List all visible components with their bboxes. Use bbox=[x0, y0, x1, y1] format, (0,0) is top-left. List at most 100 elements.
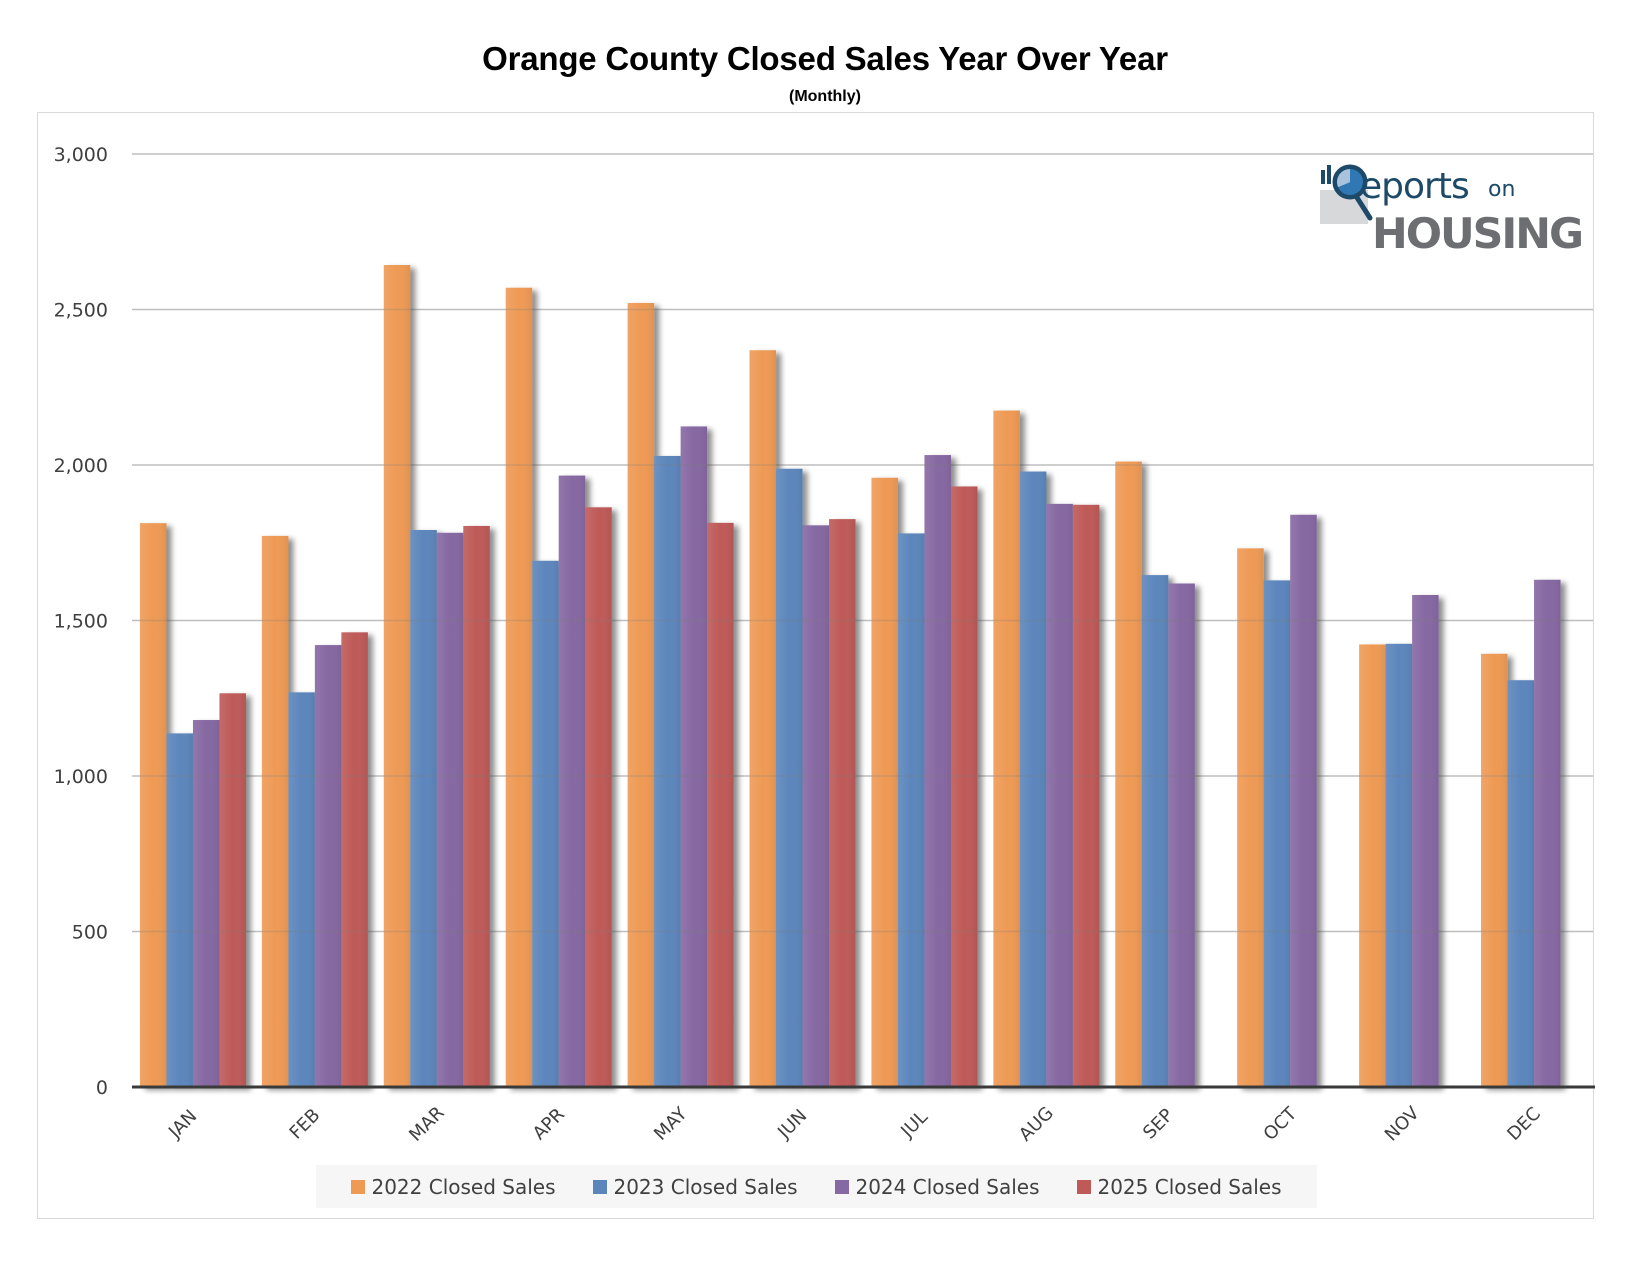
bar-sheen bbox=[993, 410, 1020, 1087]
legend-label: 2025 Closed Sales bbox=[1097, 1174, 1282, 1199]
legend: 2022 Closed Sales 2023 Closed Sales 2024 C… bbox=[316, 1165, 1317, 1208]
chart-frame bbox=[37, 112, 1594, 1219]
reports-on-housing-logo: eports on HOUSING bbox=[1320, 164, 1584, 258]
bar-sheen bbox=[950, 486, 978, 1088]
bar-sheen bbox=[680, 426, 708, 1087]
bar-group-jan bbox=[139, 523, 246, 1087]
bar-sheen bbox=[192, 720, 220, 1087]
bar-sheen bbox=[1019, 471, 1047, 1087]
bar-sheen bbox=[288, 692, 315, 1087]
bar-group-jun bbox=[749, 350, 856, 1088]
bar-group-oct bbox=[1237, 514, 1317, 1087]
bar-sheen bbox=[410, 529, 437, 1087]
bar-sheen bbox=[261, 535, 289, 1087]
bar-sheen bbox=[341, 632, 368, 1087]
bar-group-aug bbox=[993, 410, 1100, 1088]
legend-item: 2024 Closed Sales bbox=[817, 1175, 1059, 1199]
x-tick-label: JUN bbox=[773, 1105, 811, 1143]
bar-sheen bbox=[585, 507, 612, 1087]
x-tick-label: JAN bbox=[164, 1106, 201, 1143]
x-tick-label: JUL bbox=[896, 1107, 932, 1143]
x-tick-label: MAR bbox=[405, 1102, 448, 1145]
bar-group-mar bbox=[383, 265, 490, 1088]
y-axis-ticks: 0 500 1,000 1,500 2,000 2,500 3,000 bbox=[54, 144, 108, 1099]
bar-sheen bbox=[654, 455, 681, 1088]
bar-sheen bbox=[897, 533, 925, 1087]
bar-sheen bbox=[707, 522, 734, 1087]
legend-item: 2025 Closed Sales bbox=[1059, 1175, 1301, 1199]
x-tick-label: OCT bbox=[1260, 1103, 1302, 1145]
bar-sheen bbox=[1263, 580, 1291, 1087]
x-tick-label: APR bbox=[529, 1104, 569, 1144]
y-tick-label: 2,000 bbox=[54, 455, 108, 477]
bar-group-may bbox=[627, 302, 734, 1088]
bar-group-feb bbox=[261, 535, 368, 1087]
legend-swatch bbox=[1077, 1179, 1092, 1194]
bar-sheen bbox=[1507, 680, 1535, 1087]
bar-group-dec bbox=[1481, 579, 1561, 1087]
bar-sheen bbox=[1072, 504, 1100, 1088]
logo-text-on: on bbox=[1488, 177, 1515, 202]
x-tick-label: FEB bbox=[286, 1105, 325, 1144]
gridline-overlay bbox=[132, 153, 1593, 933]
bar-sheen bbox=[505, 287, 533, 1088]
legend-label: 2022 Closed Sales bbox=[371, 1174, 556, 1199]
x-tick-label: MAY bbox=[650, 1103, 692, 1145]
x-tick-label: SEP bbox=[1139, 1105, 1178, 1144]
bar-sheen bbox=[1168, 583, 1195, 1087]
bar-sheen bbox=[558, 475, 586, 1088]
bar-sheen bbox=[776, 468, 803, 1087]
bar-group-jul bbox=[871, 455, 978, 1088]
legend-swatch bbox=[835, 1179, 850, 1194]
legend-swatch bbox=[351, 1179, 366, 1194]
bar-sheen bbox=[383, 265, 411, 1088]
bar-sheen bbox=[924, 455, 951, 1088]
bar-sheen bbox=[1237, 548, 1264, 1087]
bar-sheen bbox=[463, 525, 490, 1087]
bar-sheen bbox=[627, 302, 655, 1087]
bar-sheen bbox=[871, 477, 898, 1088]
bar-sheen bbox=[532, 560, 559, 1087]
bar-sheen bbox=[139, 523, 167, 1087]
bar-sheen bbox=[749, 350, 777, 1088]
x-tick-label: NOV bbox=[1381, 1102, 1424, 1145]
bar-sheen bbox=[829, 519, 856, 1087]
bar-sheen bbox=[1290, 514, 1317, 1087]
bar-group-sep bbox=[1115, 461, 1195, 1088]
bar-sheen bbox=[1115, 461, 1142, 1088]
bar-sheen bbox=[802, 525, 830, 1087]
bar-sheen bbox=[166, 733, 193, 1087]
x-tick-label: AUG bbox=[1015, 1103, 1058, 1146]
y-tick-label: 3,000 bbox=[54, 144, 108, 166]
legend-label: 2024 Closed Sales bbox=[855, 1174, 1040, 1199]
bar-sheen bbox=[1385, 643, 1413, 1087]
bar-sheen bbox=[1141, 575, 1169, 1087]
legend-item: 2022 Closed Sales bbox=[333, 1175, 575, 1199]
bar-sheen bbox=[1481, 653, 1508, 1087]
bar-sheen bbox=[314, 645, 342, 1087]
y-tick-label: 0 bbox=[96, 1077, 108, 1099]
chart-subtitle: (Monthly) bbox=[789, 88, 861, 105]
bar-sheen bbox=[1046, 503, 1073, 1087]
bar-sheen bbox=[219, 693, 246, 1087]
gridlines bbox=[132, 153, 1593, 933]
chart-title: Orange County Closed Sales Year Over Yea… bbox=[482, 40, 1168, 77]
legend-swatch bbox=[593, 1179, 608, 1194]
x-tick-label: DEC bbox=[1503, 1103, 1545, 1145]
y-tick-label: 1,000 bbox=[54, 766, 108, 788]
logo-magnifier-icon bbox=[1320, 164, 1373, 224]
bar-sheen bbox=[1412, 594, 1439, 1087]
bar-group-apr bbox=[505, 287, 612, 1088]
legend-item: 2023 Closed Sales bbox=[575, 1175, 817, 1199]
logo-text-reports: eports bbox=[1360, 166, 1469, 207]
bars bbox=[139, 265, 1561, 1088]
y-tick-label: 1,500 bbox=[54, 611, 108, 633]
y-tick-label: 2,500 bbox=[54, 300, 108, 322]
bar-sheen bbox=[1534, 579, 1561, 1087]
x-axis-ticks: JAN FEB MAR APR MAY JUN JUL AUG SEP OCT NOV DEC bbox=[164, 1102, 1545, 1146]
legend-label: 2023 Closed Sales bbox=[613, 1174, 798, 1199]
logo-text-housing: HOUSING bbox=[1372, 209, 1582, 258]
bar-group-nov bbox=[1359, 594, 1439, 1087]
y-tick-label: 500 bbox=[72, 922, 108, 944]
